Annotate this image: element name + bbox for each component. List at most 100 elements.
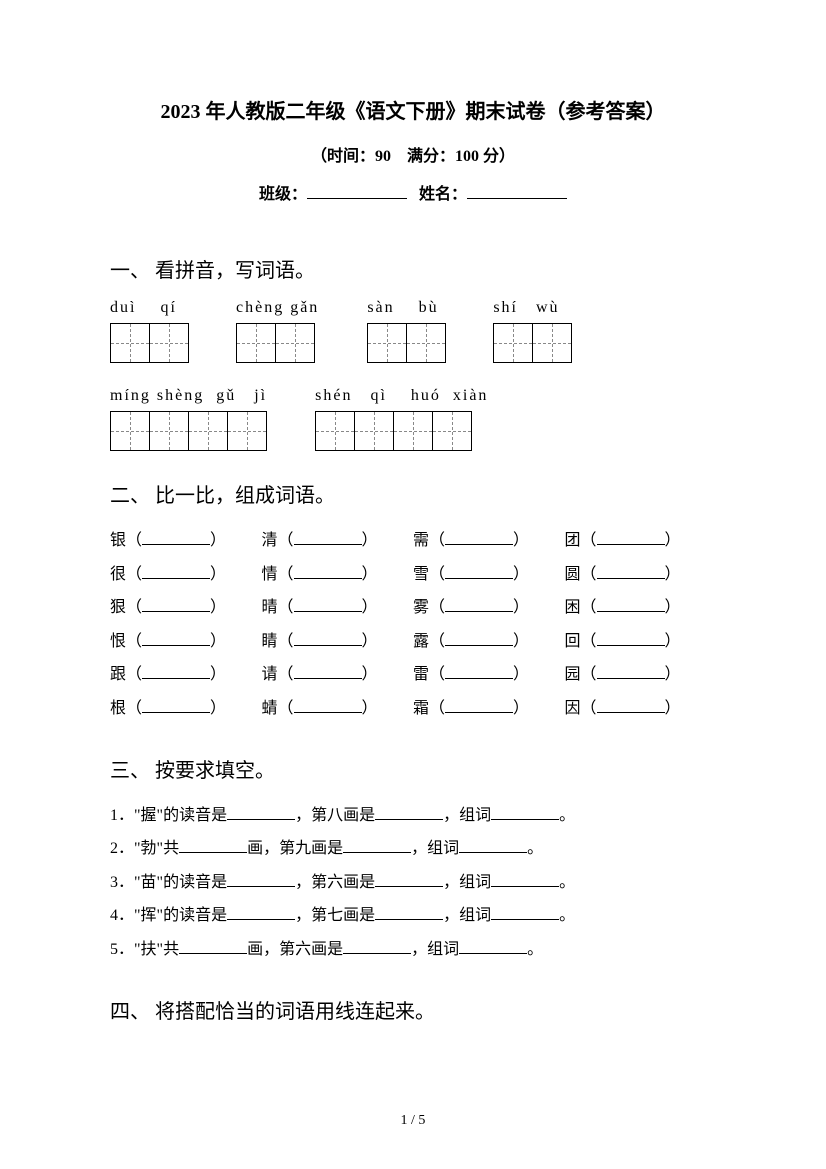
compare-blank[interactable] [294,531,362,545]
char-box[interactable] [227,411,267,451]
compare-cell: 清（） [262,524,414,558]
compare-blank[interactable] [142,565,210,579]
fill-blank[interactable] [179,839,247,853]
compare-row: 恨（）睛（）露（）回（） [110,625,716,659]
compare-blank[interactable] [597,699,665,713]
char-box[interactable] [236,323,276,363]
fill-blank[interactable] [491,873,559,887]
char-box[interactable] [532,323,572,363]
fill-text: 画，第九画是 [247,840,343,857]
compare-cell: 雪（ ） [413,558,565,592]
compare-blank[interactable] [445,565,513,579]
compare-char: 很（ [110,566,142,583]
char-box[interactable] [110,411,150,451]
char-box[interactable] [149,323,189,363]
pinyin-group: shén qì huó xiàn [315,387,488,451]
fill-item: 2．"勃"共画，第九画是，组词。 [110,832,716,866]
fill-blank[interactable] [375,806,443,820]
name-blank[interactable] [467,181,567,199]
compare-blank[interactable] [142,531,210,545]
compare-cell: 恨（） [110,625,262,659]
char-box[interactable] [149,411,189,451]
compare-row: 银（ ）清（）需（ ） 团（ ） [110,524,716,558]
compare-blank[interactable] [294,598,362,612]
fill-blank[interactable] [459,940,527,954]
fill-list: 1．"握"的读音是，第八画是，组词。2．"勃"共画，第九画是，组词。3．"苗"的… [110,799,716,967]
fill-blank[interactable] [375,906,443,920]
char-box[interactable] [406,323,446,363]
char-box[interactable] [432,411,472,451]
section-4-title: 四、 将搭配恰当的词语用线连起来。 [110,995,716,1024]
fill-item: 3．"苗"的读音是，第六画是，组词。 [110,866,716,900]
close-paren: ） [665,532,681,549]
compare-blank[interactable] [142,699,210,713]
compare-char: 银（ [110,532,142,549]
compare-char: 困（ [565,599,597,616]
close-paren: ） [210,532,226,549]
class-blank[interactable] [307,181,407,199]
compare-blank[interactable] [445,531,513,545]
compare-cell: 困（） [565,591,717,625]
char-box[interactable] [110,323,150,363]
compare-blank[interactable] [294,565,362,579]
pinyin-row-1: duì qíchèng gǎnsàn bùshí wù [110,299,716,363]
compare-blank[interactable] [142,665,210,679]
compare-cell: 银（ ） [110,524,262,558]
compare-char: 需（ [413,532,445,549]
item-number: 5． [110,941,134,958]
item-number: 1． [110,807,134,824]
compare-blank[interactable] [294,632,362,646]
compare-blank[interactable] [294,665,362,679]
fill-text: "勃"共 [134,840,179,857]
compare-cell: 根（） [110,692,262,726]
fill-blank[interactable] [227,906,295,920]
compare-blank[interactable] [597,598,665,612]
fill-text: 。 [559,907,575,924]
fill-blank[interactable] [227,873,295,887]
close-paren: ） [362,633,378,650]
compare-blank[interactable] [445,632,513,646]
compare-cell: 雾（） [413,591,565,625]
fill-blank[interactable] [375,873,443,887]
compare-char: 雪（ [413,566,445,583]
compare-blank[interactable] [597,632,665,646]
page-number: 1 / 5 [0,1113,826,1129]
compare-blank[interactable] [445,598,513,612]
fill-blank[interactable] [343,940,411,954]
fill-blank[interactable] [227,806,295,820]
compare-blank[interactable] [445,699,513,713]
compare-char: 蜻（ [262,700,294,717]
close-paren: ） [513,566,529,583]
char-box[interactable] [493,323,533,363]
compare-char: 清（ [262,532,294,549]
fill-blank[interactable] [459,839,527,853]
close-paren: ） [665,700,681,717]
compare-blank[interactable] [597,565,665,579]
char-box[interactable] [367,323,407,363]
close-paren: ） [665,566,681,583]
fill-blank[interactable] [491,906,559,920]
compare-cell: 跟（） [110,658,262,692]
char-box[interactable] [315,411,355,451]
compare-cell: 很（） [110,558,262,592]
compare-blank[interactable] [142,632,210,646]
pinyin-label: shí wù [493,299,571,317]
compare-char: 团（ [565,532,597,549]
char-box[interactable] [354,411,394,451]
fill-text: ，组词 [443,907,491,924]
fill-blank[interactable] [491,806,559,820]
fill-blank[interactable] [343,839,411,853]
char-box[interactable] [275,323,315,363]
compare-blank[interactable] [597,665,665,679]
compare-blank[interactable] [294,699,362,713]
close-paren: ） [513,666,529,683]
compare-blank[interactable] [142,598,210,612]
compare-blank[interactable] [597,531,665,545]
char-box[interactable] [188,411,228,451]
item-number: 3． [110,874,134,891]
fill-blank[interactable] [179,940,247,954]
compare-blank[interactable] [445,665,513,679]
fill-text: "挥"的读音是 [134,907,227,924]
close-paren: ） [362,700,378,717]
char-box[interactable] [393,411,433,451]
